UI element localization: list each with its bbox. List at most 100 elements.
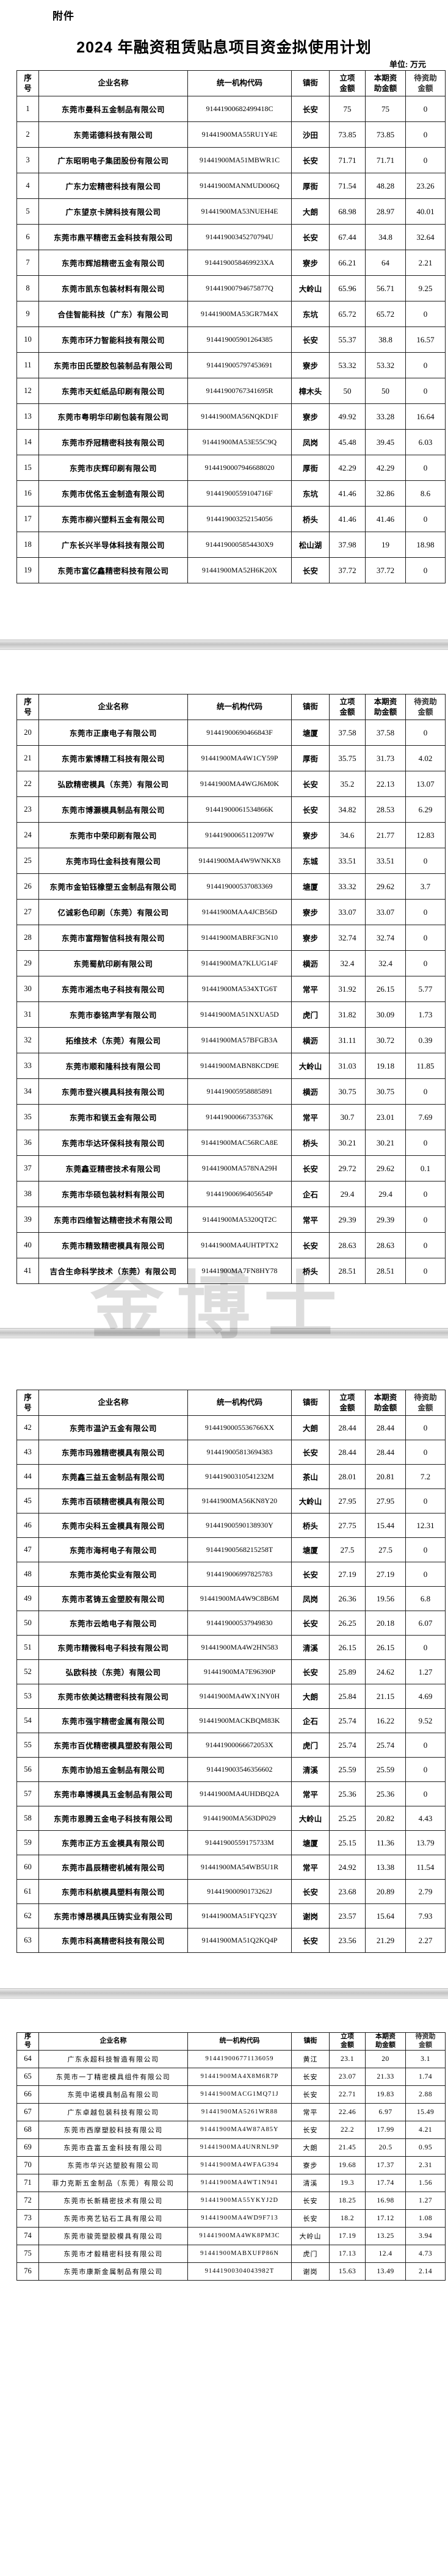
- col-header-org-code: 统一机构代码: [187, 70, 292, 96]
- col-header-seq: 序 号: [16, 694, 39, 720]
- cell-project-amount: 49.92: [329, 403, 366, 430]
- cell-org-code: 9144190005536766XX: [187, 1415, 292, 1440]
- table-row: 12 东莞市天虹纸品印刷有限公司 91441900767341695R 樟木头 50 50…: [16, 378, 446, 404]
- table-row: 72 东莞市长新精密技术有限公司 91441900MA55YKYJ2D 长安 18.25…: [16, 2191, 446, 2210]
- cell-town: 东坑: [291, 480, 330, 507]
- cell-seq: 59: [16, 1830, 39, 1855]
- cell-current-subsidy-amount: 56.71: [365, 275, 406, 301]
- cell-current-subsidy-amount: 22.13: [365, 771, 406, 797]
- cell-pending-subsidy-amount: 1.08: [405, 2209, 446, 2228]
- cell-seq: 57: [16, 1781, 39, 1806]
- cell-org-code: 91441900MA563DP029: [187, 1806, 292, 1831]
- cell-town: 横沥: [291, 950, 330, 976]
- table-row: 61 东莞市科航模具塑料有限公司 91441900090173262J 长安 23.68…: [16, 1879, 446, 1904]
- cell-seq: 25: [16, 848, 39, 874]
- cell-company-name: 菲力克斯五金制品（东莞）有限公司: [38, 2173, 188, 2192]
- table-row: 32 拓维技术（东莞）有限公司 91441900MA57BFGB3A 横沥 31.11 3…: [16, 1027, 446, 1053]
- cell-seq: 21: [16, 745, 39, 771]
- col-header-company-name: 企业名称: [38, 1390, 188, 1416]
- cell-org-code: 91441900MABXUFP86N: [187, 2244, 292, 2263]
- table-row: 37 东莞鑫亚精密技术有限公司 91441900MA578NA29H 长安 29.72 2…: [16, 1155, 446, 1182]
- table-row: 69 东莞市垚富五金科技有限公司 91441900MA4UNRNL9P 大朗 21.45…: [16, 2138, 446, 2157]
- cell-current-subsidy-amount: 30.09: [365, 1001, 406, 1028]
- cell-current-subsidy-amount: 21.29: [365, 1928, 406, 1953]
- cell-town: 清溪: [291, 2173, 330, 2192]
- cell-pending-subsidy-amount: 4.69: [405, 1684, 446, 1709]
- cell-town: 常平: [291, 2102, 330, 2121]
- cell-pending-subsidy-amount: 7.2: [405, 1464, 446, 1489]
- cell-project-amount: 28.01: [329, 1464, 366, 1489]
- cell-company-name: 东莞市骏莞塑胶模具有限公司: [38, 2226, 188, 2245]
- cell-seq: 19: [16, 557, 39, 583]
- cell-company-name: 东莞市尖科五金模具有限公司: [38, 1513, 188, 1538]
- cell-current-subsidy-amount: 20.18: [365, 1611, 406, 1636]
- cell-company-name: 广东昭明电子集团股份有限公司: [38, 147, 188, 173]
- cell-company-name: 东莞市玛仕金科技有限公司: [38, 848, 188, 874]
- cell-project-amount: 28.51: [329, 1258, 366, 1284]
- cell-project-amount: 17.19: [329, 2226, 366, 2245]
- attachment-label: 附件: [52, 10, 74, 22]
- cell-org-code: 91441900MA53GR7M4X: [187, 301, 292, 327]
- cell-company-name: 东莞市顺和隆科技有限公司: [38, 1053, 188, 1079]
- cell-project-amount: 15.63: [329, 2262, 366, 2281]
- cell-pending-subsidy-amount: 0: [405, 1415, 446, 1440]
- cell-current-subsidy-amount: 21.15: [365, 1684, 406, 1709]
- cell-seq: 11: [16, 352, 39, 378]
- cell-seq: 36: [16, 1130, 39, 1156]
- cell-town: 长安: [291, 2067, 330, 2086]
- cell-pending-subsidy-amount: 0: [405, 1130, 446, 1156]
- cell-company-name: 东莞市强宇精密金属有限公司: [38, 1708, 188, 1733]
- cell-pending-subsidy-amount: 8.6: [405, 480, 446, 507]
- cell-current-subsidy-amount: 28.44: [365, 1440, 406, 1465]
- cell-org-code: 914419000537949830: [187, 1611, 292, 1636]
- cell-pending-subsidy-amount: 0: [405, 1440, 446, 1465]
- cell-pending-subsidy-amount: 0: [405, 1078, 446, 1105]
- table-row: 75 东莞市才毅精密科技有限公司 91441900MABXUFP86N 虎门 17.13…: [16, 2244, 446, 2263]
- cell-org-code: 9144190005854430X9: [187, 532, 292, 558]
- table-row: 23 东莞市博灏模具制品有限公司 91441900061534866K 长安 34.82…: [16, 796, 446, 823]
- cell-current-subsidy-amount: 28.63: [365, 1232, 406, 1258]
- cell-seq: 49: [16, 1586, 39, 1611]
- cell-project-amount: 30.75: [329, 1078, 366, 1105]
- cell-town: 长安: [291, 147, 330, 173]
- table-row: 57 东莞市皋博模具五金制品有限公司 91441900MA4UHDBQ2A 常平 25.…: [16, 1781, 446, 1806]
- table-row: 30 东莞市湘杰电子科技有限公司 91441900MA534XTG6T 常平 31.92…: [16, 976, 446, 1002]
- cell-town: 东坑: [291, 301, 330, 327]
- cell-town: 长安: [291, 1440, 330, 1465]
- cell-project-amount: 17.13: [329, 2244, 366, 2263]
- cell-town: 厚街: [291, 173, 330, 199]
- cell-project-amount: 67.44: [329, 224, 366, 250]
- cell-current-subsidy-amount: 50: [365, 378, 406, 404]
- cell-seq: 17: [16, 506, 39, 532]
- col-header-current-subsidy-amount: 本期资 助金额: [365, 2032, 406, 2051]
- cell-town: 厚街: [291, 455, 330, 481]
- cell-town: 常平: [291, 1855, 330, 1880]
- cell-project-amount: 41.46: [329, 506, 366, 532]
- cell-town: 长安: [291, 1659, 330, 1684]
- cell-org-code: 91441900MA7E96390P: [187, 1659, 292, 1684]
- cell-company-name: 东莞市海柯电子有限公司: [38, 1537, 188, 1562]
- cell-pending-subsidy-amount: 0: [405, 1488, 446, 1513]
- col-header-pending-subsidy-amount: 待资助 金额: [405, 70, 446, 96]
- cell-seq: 28: [16, 925, 39, 951]
- table-row: 66 东莞中诺模具制品有限公司 91441900MACG1MQ71J 长安 22.71 1…: [16, 2085, 446, 2104]
- cell-pending-subsidy-amount: 9.52: [405, 1708, 446, 1733]
- cell-org-code: 91441900MANMUD006Q: [187, 173, 292, 199]
- cell-seq: 46: [16, 1513, 39, 1538]
- cell-org-code: 91441900MA4WT1N941: [187, 2173, 292, 2192]
- cell-org-code: 91441900568215258T: [187, 1537, 292, 1562]
- table-row: 29 东莞蜀航印刷有限公司 91441900MA7KLUG14F 横沥 32.4 32.4…: [16, 950, 446, 976]
- table-row: 14 东莞市乔冠精密科技有限公司 91441900MA53E55C9Q 凤岗 45.48…: [16, 429, 446, 455]
- table-row: 25 东莞市玛仕金科技有限公司 91441900MA4W9WNKX8 东城 33.51 3…: [16, 848, 446, 874]
- cell-town: 寮步: [291, 250, 330, 276]
- cell-current-subsidy-amount: 75: [365, 96, 406, 122]
- cell-seq: 54: [16, 1708, 39, 1733]
- cell-pending-subsidy-amount: 3.1: [405, 2049, 446, 2068]
- cell-project-amount: 73.85: [329, 121, 366, 148]
- cell-current-subsidy-amount: 28.44: [365, 1415, 406, 1440]
- cell-org-code: 91441900090173262J: [187, 1879, 292, 1904]
- cell-company-name: 东莞市康斯金属制品有限公司: [38, 2262, 188, 2281]
- cell-pending-subsidy-amount: 4.73: [405, 2244, 446, 2263]
- cell-pending-subsidy-amount: 18.98: [405, 532, 446, 558]
